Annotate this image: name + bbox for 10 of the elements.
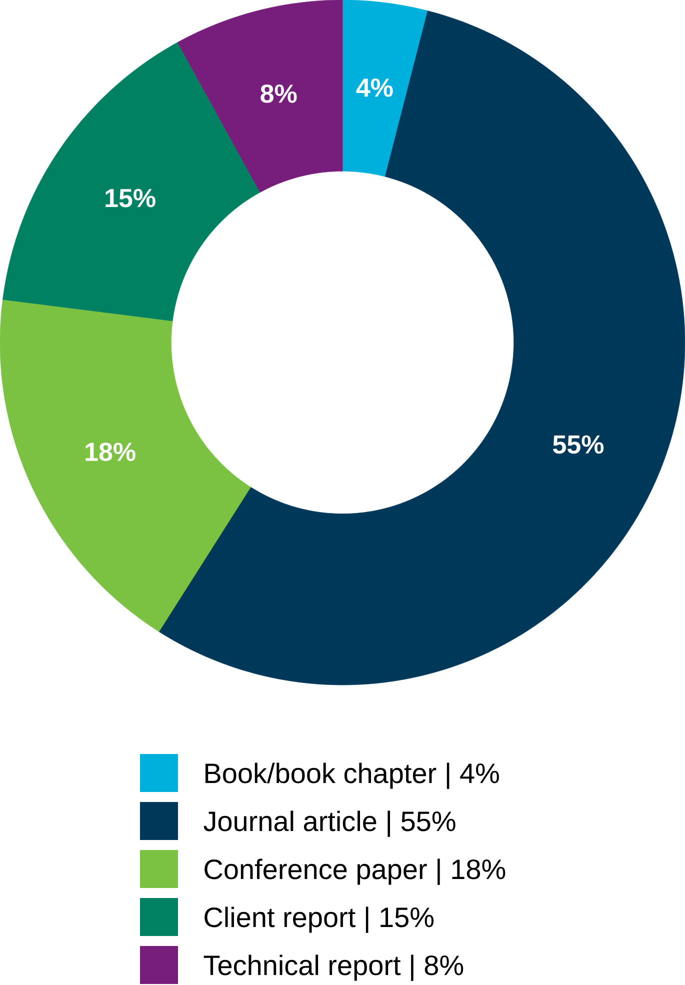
data-label: 4% (356, 78, 393, 97)
data-label: 55% (553, 435, 604, 454)
data-label: 15% (106, 188, 156, 208)
data-label: 18% (86, 442, 136, 462)
legend-label: Client report | 15% (204, 906, 434, 933)
legend-label: Journal article | 55% (204, 810, 456, 837)
data-label: 8% (260, 84, 297, 103)
legend-label: Conference paper | 18% (204, 858, 506, 885)
legend-label: Technical report | 8% (204, 954, 464, 981)
legend-label: Book/book chapter | 4% (205, 762, 499, 789)
